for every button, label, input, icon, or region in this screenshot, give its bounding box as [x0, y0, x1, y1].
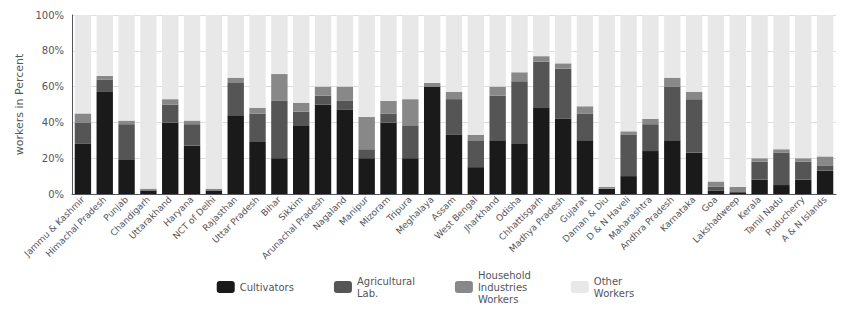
svg-text:Punjab: Punjab [101, 194, 131, 223]
svg-text:Uttarakhand: Uttarakhand [127, 194, 174, 242]
svg-text:Andhra Pradesh: Andhra Pradesh [618, 194, 676, 252]
svg-text:Workers: Workers [594, 288, 634, 299]
svg-text:Arunachal Pradesh: Arunachal Pradesh [259, 194, 327, 262]
svg-text:Bihar: Bihar [259, 194, 283, 219]
svg-text:Agricultural: Agricultural [357, 276, 415, 287]
svg-text:Other: Other [594, 276, 623, 287]
svg-text:Tamil Nadu: Tamil Nadu [742, 194, 785, 237]
svg-text:Household: Household [478, 270, 531, 281]
svg-text:60%: 60% [42, 81, 64, 92]
svg-text:Daman & Diu: Daman & Diu [560, 194, 611, 245]
svg-text:A & N Islands: A & N Islands [779, 194, 829, 244]
svg-text:Jharkhand: Jharkhand [462, 194, 502, 234]
svg-text:40%: 40% [42, 117, 64, 128]
svg-text:Chhattisgarh: Chhattisgarh [496, 194, 545, 243]
svg-text:Manipur: Manipur [337, 194, 371, 228]
svg-text:Kerala: Kerala [736, 194, 764, 222]
svg-text:Uttar Pradesh: Uttar Pradesh [210, 194, 261, 245]
svg-text:Jammu & Kashmir: Jammu & Kashmir [22, 194, 87, 259]
svg-text:Rajasthan: Rajasthan [200, 194, 240, 234]
svg-text:Industries: Industries [478, 282, 527, 293]
svg-text:Madhya Pradesh: Madhya Pradesh [507, 194, 567, 254]
svg-text:Goa: Goa [699, 194, 720, 215]
svg-text:Meghalaya: Meghalaya [394, 194, 436, 237]
svg-text:Mizoram: Mizoram [358, 194, 392, 228]
svg-text:Haryana: Haryana [161, 194, 196, 229]
svg-text:Tripura: Tripura [384, 194, 414, 224]
svg-text:West Bengal: West Bengal [432, 194, 480, 242]
svg-text:80%: 80% [42, 45, 64, 56]
svg-text:Puducherry: Puducherry [763, 194, 807, 238]
svg-text:Odisha: Odisha [493, 194, 523, 224]
svg-text:workers in Percent: workers in Percent [13, 53, 26, 155]
svg-text:D & N Haveli: D & N Haveli [584, 194, 633, 243]
svg-text:Nagaland: Nagaland [311, 194, 349, 232]
svg-text:Workers: Workers [478, 294, 518, 305]
svg-text:100%: 100% [35, 10, 64, 21]
svg-text:20%: 20% [42, 153, 64, 164]
svg-text:0%: 0% [48, 189, 64, 200]
svg-text:Himachal Pradesh: Himachal Pradesh [44, 194, 108, 258]
svg-text:Chandigarh: Chandigarh [108, 194, 152, 239]
svg-text:Karnataka: Karnataka [658, 194, 697, 233]
svg-text:Sikkim: Sikkim [276, 194, 305, 223]
svg-text:Assam: Assam [429, 194, 458, 223]
svg-text:Lab.: Lab. [357, 288, 378, 299]
svg-text:Maharashtra: Maharashtra [606, 194, 654, 242]
svg-text:NCT of Delhi: NCT of Delhi [170, 194, 218, 242]
svg-text:Lakshadweep: Lakshadweep [691, 194, 742, 245]
svg-text:Gujarat: Gujarat [557, 194, 589, 226]
svg-text:Cultivators: Cultivators [240, 282, 294, 293]
